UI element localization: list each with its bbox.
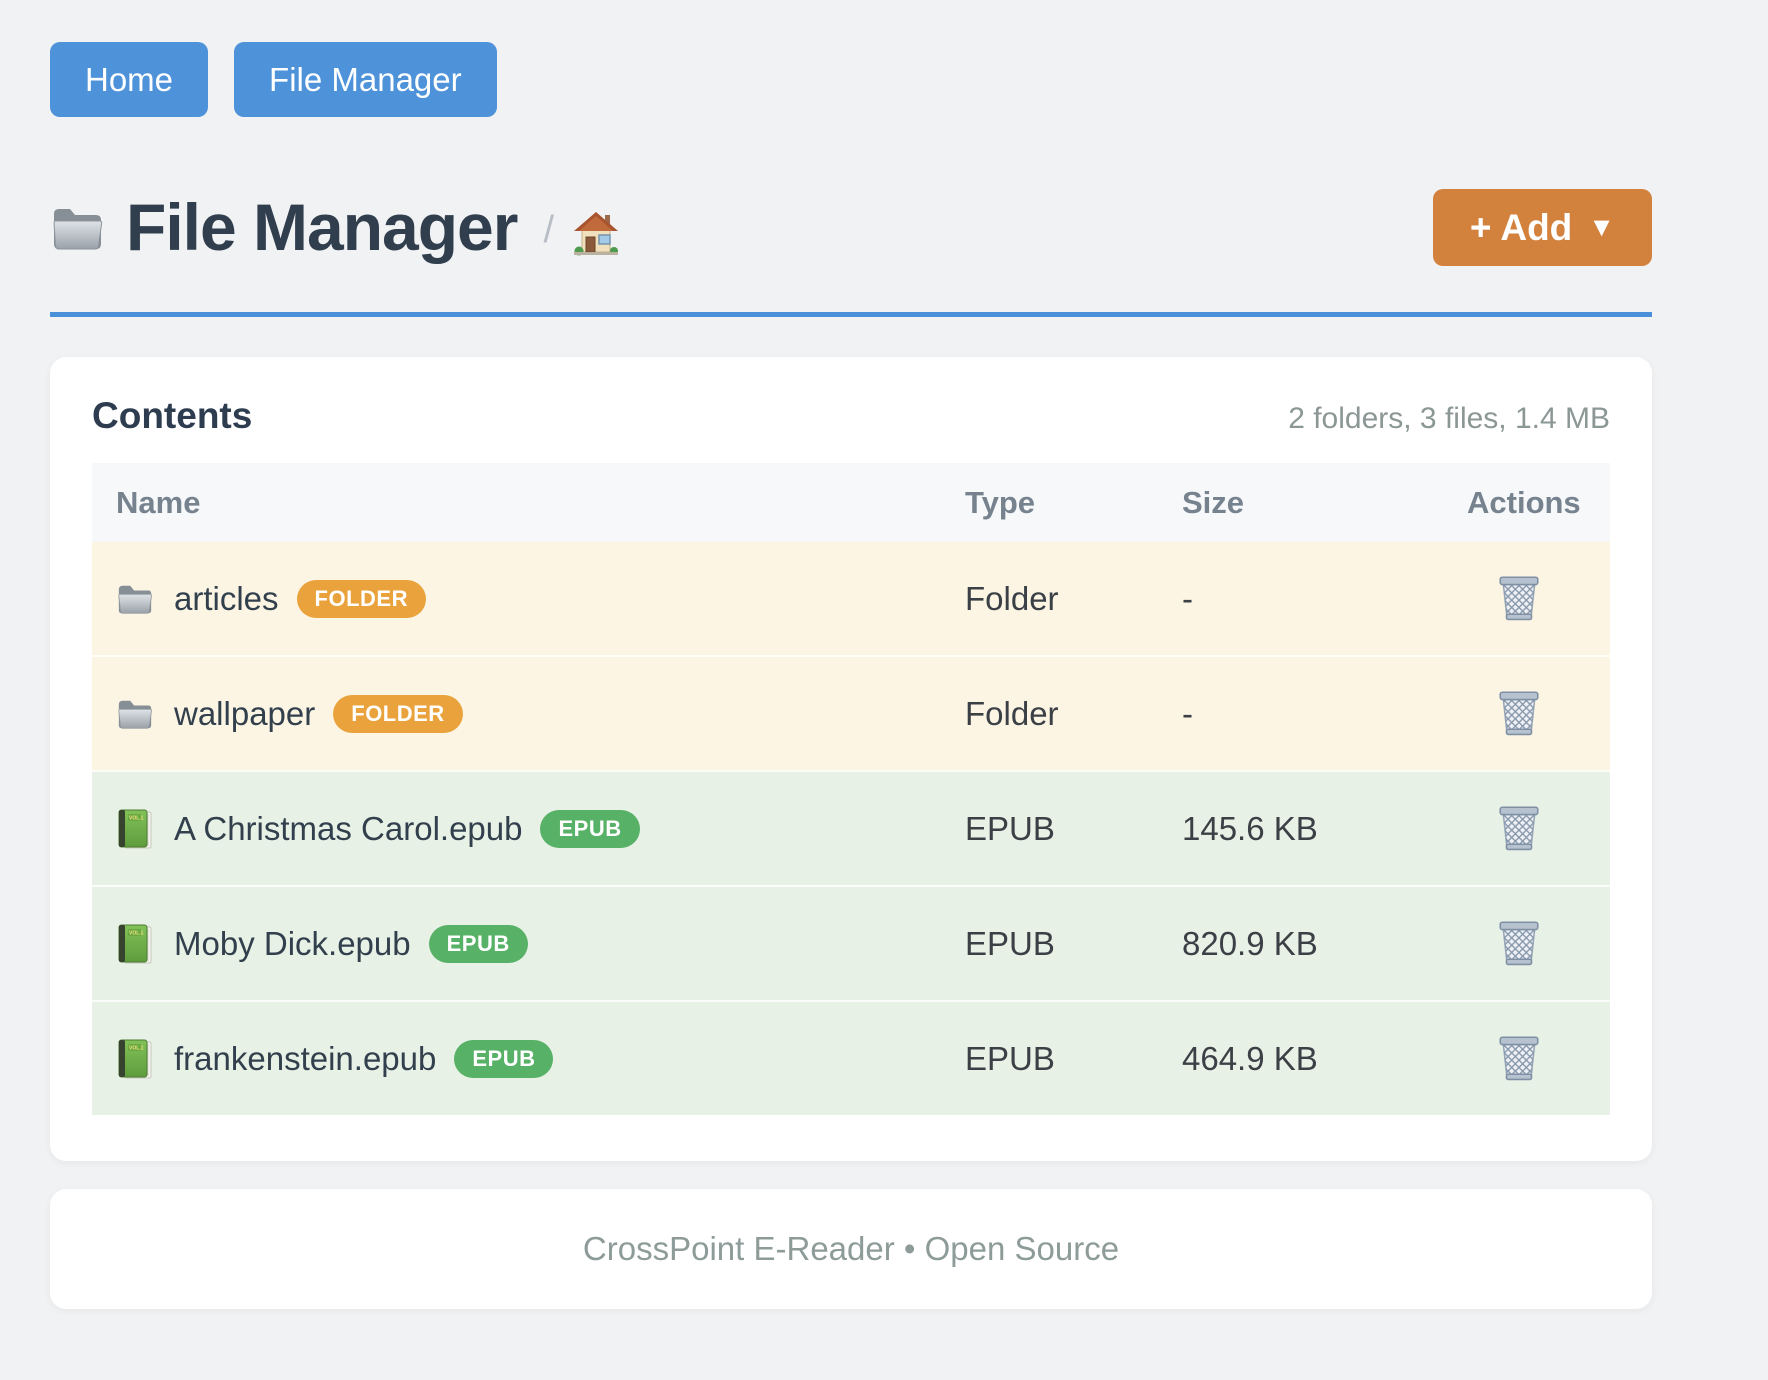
actions-cell (1443, 655, 1610, 771)
add-button[interactable]: + Add ▼ (1432, 189, 1652, 266)
type-cell: EPUB (941, 885, 1158, 1001)
folder-icon (53, 208, 103, 249)
size-cell: 464.9 KB (1158, 1000, 1443, 1115)
file-name[interactable]: frankenstein.epub (174, 1039, 437, 1077)
file-name[interactable]: A Christmas Carol.epub (174, 809, 523, 847)
file-name[interactable]: articles (174, 579, 279, 617)
page-header: File Manager / + Add ▼ (50, 189, 1652, 266)
actions-cell (1443, 885, 1610, 1001)
contents-card-header: Contents 2 folders, 3 files, 1.4 MB (92, 395, 1610, 437)
nav-home-button[interactable]: Home (50, 42, 209, 117)
actions-cell (1443, 1000, 1610, 1115)
wastebasket-icon (1499, 806, 1539, 851)
table-header-row: Name Type Size Actions (92, 463, 1610, 542)
delete-button[interactable] (1497, 916, 1541, 966)
column-header-size: Size (1158, 463, 1443, 542)
type-cell: EPUB (941, 770, 1158, 886)
table-row: VOL.1 frankenstein.epub EPUB EPUB 464.9 … (92, 1000, 1610, 1115)
house-icon[interactable] (572, 210, 620, 256)
size-cell: 820.9 KB (1158, 885, 1443, 1001)
book-icon: VOL.1 (116, 1038, 154, 1080)
type-cell: Folder (965, 579, 1059, 617)
table-row: VOL.1 A Christmas Carol.epub EPUB EPUB 1… (92, 770, 1610, 886)
type-badge: FOLDER (296, 579, 426, 618)
book-icon: VOL.1 (116, 808, 154, 850)
nav-buttons: Home File Manager (50, 42, 1652, 117)
table-row: articles FOLDER Folder - (92, 542, 1610, 656)
page-title: File Manager (126, 190, 518, 265)
size-cell: - (1182, 579, 1193, 617)
table-row: wallpaper FOLDER Folder - (92, 655, 1610, 771)
name-cell: VOL.1 frankenstein.epub EPUB (92, 1000, 941, 1115)
svg-text:VOL.1: VOL.1 (129, 930, 144, 936)
type-cell: EPUB (941, 1000, 1158, 1115)
nav-file-manager-button[interactable]: File Manager (234, 42, 497, 117)
column-header-name: Name (92, 463, 941, 542)
actions-cell (1443, 542, 1610, 656)
column-header-type: Type (941, 463, 1158, 542)
type-badge: EPUB (540, 809, 640, 848)
add-button-label: + Add (1469, 207, 1573, 248)
delete-button[interactable] (1497, 571, 1541, 621)
table-body: articles FOLDER Folder - wallpaper (92, 542, 1610, 1115)
svg-text:VOL.1: VOL.1 (129, 1045, 144, 1051)
name-cell: articles FOLDER (92, 542, 941, 656)
file-name[interactable]: Moby Dick.epub (174, 924, 411, 962)
header-divider (50, 312, 1652, 317)
delete-button[interactable] (1497, 686, 1541, 736)
footer-text: CrossPoint E-Reader • Open Source (582, 1230, 1120, 1267)
type-badge: EPUB (428, 924, 528, 963)
file-name[interactable]: wallpaper (174, 694, 316, 732)
actions-cell (1443, 770, 1610, 886)
wastebasket-icon (1499, 576, 1539, 621)
file-table: Name Type Size Actions articles FOLDER F… (92, 463, 1610, 1115)
wastebasket-icon (1499, 691, 1539, 736)
name-cell: VOL.1 Moby Dick.epub EPUB (92, 885, 941, 1001)
wastebasket-icon (1499, 921, 1539, 966)
type-badge: FOLDER (333, 694, 463, 733)
type-badge: EPUB (454, 1039, 554, 1078)
svg-text:VOL.1: VOL.1 (129, 815, 144, 821)
wastebasket-icon (1499, 1036, 1539, 1081)
contents-card: Contents 2 folders, 3 files, 1.4 MB Name… (50, 357, 1652, 1161)
folder-icon (116, 578, 154, 620)
delete-button[interactable] (1497, 801, 1541, 851)
delete-button[interactable] (1497, 1031, 1541, 1081)
contents-summary: 2 folders, 3 files, 1.4 MB (1288, 402, 1610, 435)
folder-icon (116, 693, 154, 735)
size-cell: - (1158, 655, 1443, 771)
table-row: VOL.1 Moby Dick.epub EPUB EPUB 820.9 KB (92, 885, 1610, 1001)
page: Home File Manager File Manager / (50, 0, 1652, 1309)
type-cell: Folder (941, 655, 1158, 771)
contents-title: Contents (92, 395, 253, 436)
book-icon: VOL.1 (116, 923, 154, 965)
caret-down-icon: ▼ (1588, 212, 1615, 242)
size-cell: 145.6 KB (1158, 770, 1443, 886)
footer-card: CrossPoint E-Reader • Open Source (50, 1189, 1652, 1309)
name-cell: wallpaper FOLDER (92, 655, 941, 771)
title-group: File Manager / (50, 191, 620, 264)
column-header-actions: Actions (1443, 463, 1610, 542)
breadcrumb-separator: / (543, 209, 555, 251)
name-cell: VOL.1 A Christmas Carol.epub EPUB (92, 770, 941, 886)
